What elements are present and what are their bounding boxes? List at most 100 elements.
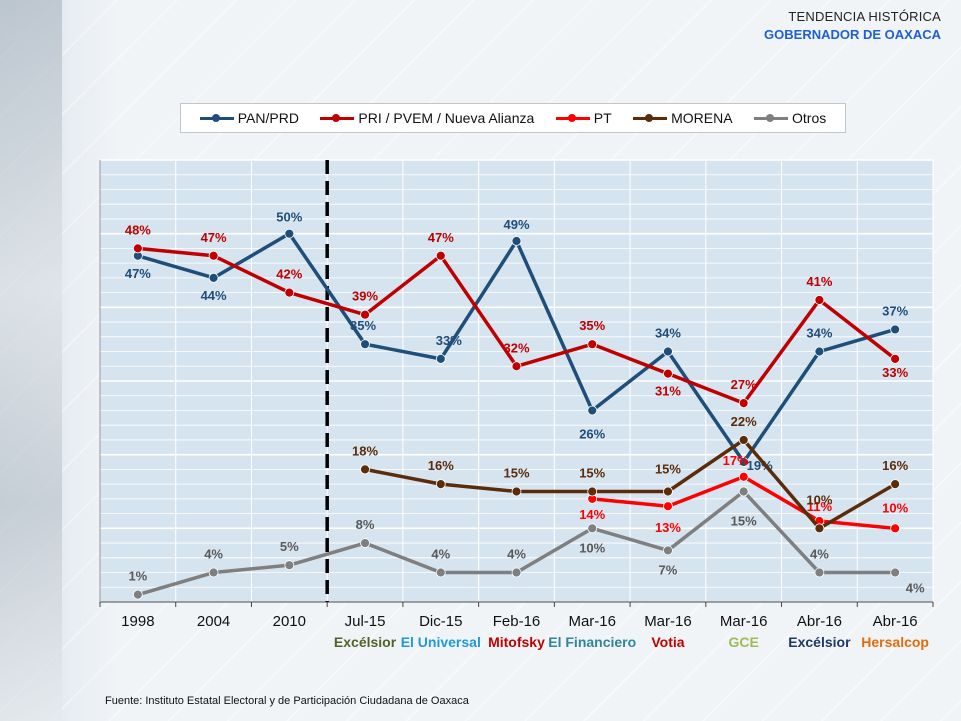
legend-swatch-morena <box>633 113 668 122</box>
data-label-pri: 39% <box>352 289 378 304</box>
data-point-pan <box>890 324 901 335</box>
data-label-pri: 48% <box>125 222 151 237</box>
data-label-pan: 35% <box>350 318 376 333</box>
data-label-otros: 4% <box>204 547 223 562</box>
data-label-morena: 22% <box>731 414 757 429</box>
header-subtitle: GOBERNADOR DE OAXACA <box>764 27 941 42</box>
series-line-morena <box>364 438 897 531</box>
x-tick-label: Dic-15 <box>419 613 462 630</box>
series-otros: 1% 4% 5% 8% 4% 4% 10% 7% 15% 4% 4% <box>128 486 925 600</box>
data-point-pri <box>663 368 673 379</box>
data-point-morena <box>435 479 446 490</box>
data-point-otros <box>284 560 295 571</box>
data-label-otros: 15% <box>731 514 757 529</box>
data-point-otros <box>890 567 901 578</box>
data-label-otros: 4% <box>507 547 526 562</box>
x-tick-label: Abr-16 <box>797 613 842 630</box>
header-title: TENDENCIA HISTÓRICA <box>788 9 941 24</box>
data-label-pt: 17% <box>723 453 749 468</box>
x-tick-label: 1998 <box>121 613 154 630</box>
pollster-label: El Financiero <box>548 634 636 650</box>
data-point-pan <box>663 346 673 357</box>
data-point-pan <box>435 353 446 364</box>
data-label-otros: 1% <box>128 569 147 584</box>
pollster-label: Excélsior <box>334 634 397 650</box>
data-point-pt <box>890 523 901 534</box>
x-tick-label: 2004 <box>197 613 230 630</box>
data-label-morena: 18% <box>352 443 378 458</box>
data-point-pan <box>360 339 370 350</box>
data-point-pri <box>890 353 901 364</box>
data-label-pan: 26% <box>579 426 605 441</box>
data-point-morena <box>511 486 522 497</box>
data-label-otros: 7% <box>659 562 678 577</box>
pollster-label: El Universal <box>401 634 481 650</box>
data-label-morena: 15% <box>503 466 529 481</box>
data-point-pt <box>663 501 673 512</box>
data-point-pri <box>587 339 598 350</box>
legend-item-pri: PRI / PVEM / Nueva Alianza <box>320 110 534 126</box>
data-point-pri <box>511 361 522 372</box>
legend-item-pt: PT <box>555 110 612 126</box>
data-label-morena: 10% <box>806 492 832 507</box>
data-point-otros <box>435 567 446 578</box>
legend-swatch-pan <box>199 113 234 122</box>
left-decorative-strip <box>0 0 62 721</box>
data-point-otros <box>511 567 522 578</box>
legend-item-pan: PAN/PRD <box>199 110 299 126</box>
data-point-otros <box>360 538 370 548</box>
data-point-otros <box>587 523 598 534</box>
legend-label-pan: PAN/PRD <box>237 110 299 126</box>
x-tick-label: Jul-15 <box>345 613 386 630</box>
data-label-pan: 47% <box>125 266 151 281</box>
data-label-pri: 35% <box>579 318 605 333</box>
data-point-pan <box>284 228 295 239</box>
data-label-pri: 31% <box>655 384 681 399</box>
data-label-pri: 33% <box>882 365 908 380</box>
legend-item-morena: MORENA <box>633 110 733 126</box>
x-tick-label: Feb-16 <box>493 613 541 630</box>
data-label-pri: 42% <box>276 267 302 282</box>
data-label-otros: 10% <box>579 540 605 555</box>
chart-legend: PAN/PRD PRI / PVEM / Nueva Alianza PT MO… <box>180 103 846 133</box>
data-point-morena <box>587 486 598 497</box>
data-label-pan: 50% <box>276 210 302 225</box>
data-label-pan: 19% <box>747 458 773 473</box>
data-point-pan <box>738 457 749 467</box>
source-note: Fuente: Instituto Estatal Electoral y de… <box>105 695 469 707</box>
data-label-morena: 15% <box>655 462 681 477</box>
data-point-pan <box>587 405 598 416</box>
data-label-pan: 34% <box>806 326 832 341</box>
data-point-morena <box>663 486 673 497</box>
pollster-label: Excélsior <box>788 634 851 650</box>
data-label-pan: 34% <box>655 326 681 341</box>
x-tick-label: Mar-16 <box>644 613 692 630</box>
x-tick-label: Mar-16 <box>568 613 616 630</box>
data-point-pri <box>814 295 825 305</box>
data-label-morena: 16% <box>882 458 908 473</box>
header: TENDENCIA HISTÓRICA GOBERNADOR DE OAXACA <box>764 9 941 42</box>
data-label-pan: 37% <box>882 303 908 318</box>
data-label-morena: 15% <box>579 466 605 481</box>
data-point-pan <box>208 272 219 283</box>
data-label-morena: 16% <box>428 458 454 473</box>
x-tick-label: Mar-16 <box>720 613 768 630</box>
data-point-pri <box>284 287 295 298</box>
data-point-morena <box>738 435 749 445</box>
data-point-pri <box>435 250 446 261</box>
series-pan: 47% 44% 50% 35% 33% 49% 26% 34% 19% 34% 37% <box>125 210 909 473</box>
data-label-pri: 47% <box>201 230 227 245</box>
data-label-otros: 8% <box>356 517 375 532</box>
legend-swatch-pt <box>555 113 590 122</box>
data-point-morena <box>890 479 901 490</box>
data-label-otros: 4% <box>810 547 829 562</box>
data-point-otros <box>663 545 673 556</box>
data-point-pan <box>511 236 522 246</box>
data-point-pan <box>814 346 825 357</box>
data-label-pri: 27% <box>731 377 757 392</box>
legend-swatch-otros <box>754 113 789 122</box>
data-point-otros <box>208 567 219 578</box>
data-point-pt <box>738 471 749 482</box>
series-morena: 18% 16% 15% 15% 15% 22% 10% 16% <box>352 414 909 534</box>
